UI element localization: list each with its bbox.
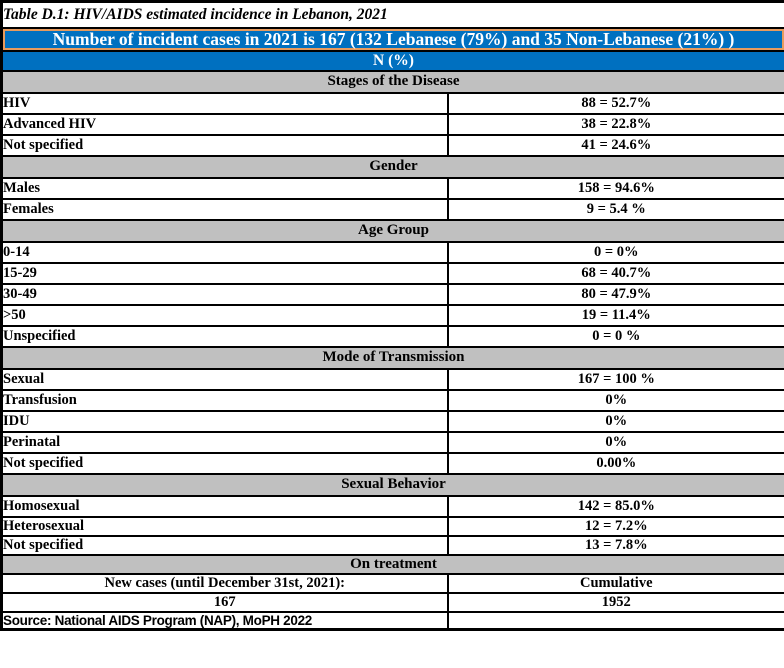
row-value: 0 = 0 %: [446, 324, 784, 348]
table-row: Not specified 41 = 24.6%: [0, 133, 784, 157]
row-label: 15-29: [0, 261, 449, 285]
row-label: Females: [0, 197, 449, 221]
table-row: Homosexual 142 = 85.0%: [0, 494, 784, 518]
table-row: Not specified 0.00%: [0, 451, 784, 475]
table-title: Table D.1: HIV/AIDS estimated incidence …: [0, 0, 784, 29]
hiv-incidence-table: Table D.1: HIV/AIDS estimated incidence …: [0, 0, 784, 631]
row-value: 41 = 24.6%: [446, 133, 784, 157]
row-value: 12 = 7.2%: [446, 515, 784, 537]
row-value: 19 = 11.4%: [446, 303, 784, 327]
cumulative-value: 1952: [446, 591, 784, 613]
table-row: Not specified 13 = 7.8%: [0, 534, 784, 556]
row-value: 0%: [446, 388, 784, 412]
row-value: 158 = 94.6%: [446, 176, 784, 200]
table-row: Males 158 = 94.6%: [0, 176, 784, 200]
row-label: 0-14: [0, 240, 449, 264]
section-header-mode-of-transmission: Mode of Transmission: [0, 345, 784, 370]
table-row: New cases (until December 31st, 2021): C…: [0, 572, 784, 594]
row-label: Heterosexual: [0, 515, 449, 537]
column-header-n-percent: N (%): [0, 49, 784, 72]
row-label: Not specified: [0, 133, 449, 157]
table-row: Advanced HIV 38 = 22.8%: [0, 112, 784, 136]
row-label: >50: [0, 303, 449, 327]
row-label: Not specified: [0, 451, 449, 475]
row-value: 38 = 22.8%: [446, 112, 784, 136]
row-label: Transfusion: [0, 388, 449, 412]
row-label: Homosexual: [0, 494, 449, 518]
table-row: 0-14 0 = 0%: [0, 240, 784, 264]
row-label: IDU: [0, 409, 449, 433]
row-value: 80 = 47.9%: [446, 282, 784, 306]
row-value: 9 = 5.4 %: [446, 197, 784, 221]
source-note: Source: National AIDS Program (NAP), MoP…: [0, 610, 449, 630]
row-label: HIV: [0, 91, 449, 115]
new-cases-label: New cases (until December 31st, 2021):: [0, 572, 449, 594]
table-row: 30-49 80 = 47.9%: [0, 282, 784, 306]
row-value: 68 = 40.7%: [446, 261, 784, 285]
section-header-stages: Stages of the Disease: [0, 69, 784, 94]
table-row: Transfusion 0%: [0, 388, 784, 412]
section-header-sexual-behavior: Sexual Behavior: [0, 472, 784, 497]
row-value: 142 = 85.0%: [446, 494, 784, 518]
table-row: 167 1952: [0, 591, 784, 613]
table-row: 15-29 68 = 40.7%: [0, 261, 784, 285]
row-value: 88 = 52.7%: [446, 91, 784, 115]
row-label: Not specified: [0, 534, 449, 556]
source-empty-cell: [446, 610, 784, 630]
row-label: 30-49: [0, 282, 449, 306]
row-label: Sexual: [0, 367, 449, 391]
new-cases-value: 167: [0, 591, 449, 613]
table-row: Females 9 = 5.4 %: [0, 197, 784, 221]
row-value: 0.00%: [446, 451, 784, 475]
section-header-age-group: Age Group: [0, 218, 784, 243]
row-value: 0%: [446, 409, 784, 433]
section-header-on-treatment: On treatment: [0, 553, 784, 575]
table-row: >50 19 = 11.4%: [0, 303, 784, 327]
table-row: Perinatal 0%: [0, 430, 784, 454]
table-row: Unspecified 0 = 0 %: [0, 324, 784, 348]
table-row: IDU 0%: [0, 409, 784, 433]
cumulative-label: Cumulative: [446, 572, 784, 594]
row-value: 0%: [446, 430, 784, 454]
table-row: HIV 88 = 52.7%: [0, 91, 784, 115]
row-value: 13 = 7.8%: [446, 534, 784, 556]
row-label: Perinatal: [0, 430, 449, 454]
row-label: Unspecified: [0, 324, 449, 348]
row-value: 167 = 100 %: [446, 367, 784, 391]
table-row: Heterosexual 12 = 7.2%: [0, 515, 784, 537]
row-label: Advanced HIV: [0, 112, 449, 136]
row-value: 0 = 0%: [446, 240, 784, 264]
table-row: Sexual 167 = 100 %: [0, 367, 784, 391]
section-header-gender: Gender: [0, 154, 784, 179]
row-label: Males: [0, 176, 449, 200]
incident-cases-banner: Number of incident cases in 2021 is 167 …: [0, 26, 784, 52]
